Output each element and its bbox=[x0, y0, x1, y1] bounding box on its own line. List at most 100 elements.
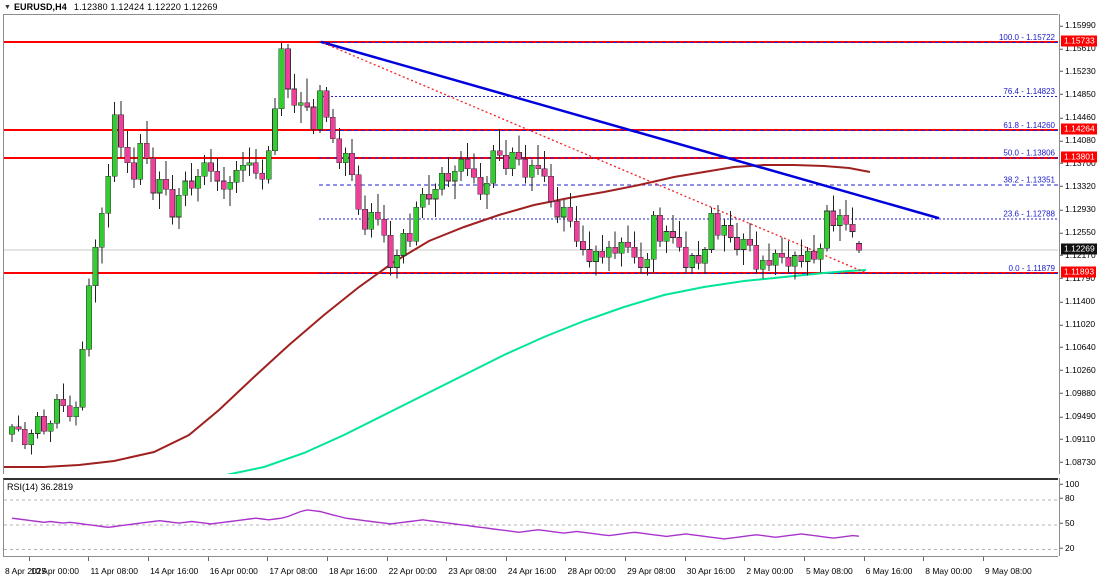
candle-body bbox=[175, 195, 182, 218]
candle-body bbox=[631, 246, 638, 258]
candle-body bbox=[689, 255, 696, 268]
time-axis-tick-label: 17 Apr 08:00 bbox=[269, 566, 318, 576]
time-axis-tick-mark bbox=[923, 557, 925, 561]
candle-body bbox=[92, 246, 99, 286]
price-chart-pane[interactable]: 100.0 - 1.15722 76.4 - 1.14823 61.8 - 1.14… bbox=[3, 14, 1058, 474]
candle-body bbox=[240, 165, 246, 171]
price-axis-tick: 1.15230 bbox=[1060, 67, 1096, 76]
fib-level-label-61-8: 61.8 - 1.14260 bbox=[1003, 121, 1055, 130]
candle-body bbox=[856, 243, 862, 251]
candle-body bbox=[496, 150, 503, 156]
price-axis-tick: 1.14080 bbox=[1060, 136, 1096, 145]
time-axis[interactable]: 8 Apr 2025 10 Apr 00:00 11 Apr 08:00 14 Apr… bbox=[3, 556, 1058, 583]
candle-body bbox=[804, 251, 811, 262]
candle-body bbox=[111, 114, 118, 177]
candle-body bbox=[528, 165, 535, 178]
candle-body bbox=[137, 142, 144, 180]
time-axis-tick-mark bbox=[326, 557, 328, 561]
descending-dotted-trendline bbox=[323, 42, 867, 274]
candle-body bbox=[702, 249, 708, 264]
candle-body bbox=[195, 175, 201, 189]
candle-body bbox=[355, 174, 362, 210]
candle-body bbox=[586, 249, 593, 262]
time-axis-tick-mark bbox=[386, 557, 388, 561]
candle-body bbox=[535, 165, 542, 170]
price-axis-tick: 1.13320 bbox=[1060, 182, 1096, 191]
symbol-header[interactable]: ▼ EURUSD,H4 1.12380 1.12424 1.12220 1.12… bbox=[0, 0, 1103, 14]
time-axis-tick-label: 22 Apr 00:00 bbox=[388, 566, 437, 576]
candle-body bbox=[41, 415, 47, 432]
candle-body bbox=[747, 238, 753, 246]
time-axis-tick-label: 8 May 00:00 bbox=[925, 566, 973, 576]
price-axis-tick: 1.10260 bbox=[1060, 366, 1096, 375]
time-axis-tick-label: 30 Apr 16:00 bbox=[686, 566, 735, 576]
time-axis-tick-mark bbox=[744, 557, 746, 561]
price-axis-tick: 1.12930 bbox=[1060, 205, 1096, 214]
candle-body bbox=[785, 257, 792, 267]
candle-body bbox=[573, 220, 580, 242]
time-axis-tick-label: 6 May 16:00 bbox=[865, 566, 913, 576]
candle-body bbox=[66, 405, 73, 417]
time-axis-tick-label: 8 Apr 2025 bbox=[5, 566, 47, 576]
price-axis-tick: 1.14850 bbox=[1060, 90, 1096, 99]
time-axis-tick-mark bbox=[625, 557, 627, 561]
candle-body bbox=[387, 234, 394, 268]
time-axis-tick-label: 9 May 08:00 bbox=[984, 566, 1032, 576]
candle-body bbox=[830, 210, 837, 226]
candle-body bbox=[374, 211, 381, 220]
price-chart-canvas: 100.0 - 1.15722 76.4 - 1.14823 61.8 - 1.14… bbox=[4, 33, 1058, 474]
candle-body bbox=[362, 208, 368, 230]
candle-body bbox=[413, 207, 420, 242]
candle-body bbox=[265, 150, 272, 180]
candle-body bbox=[381, 219, 388, 236]
candle-body bbox=[445, 172, 452, 182]
candle-body bbox=[817, 248, 824, 260]
rsi-axis-tick: 50 bbox=[1060, 519, 1074, 528]
price-level-badge: 1.14264 bbox=[1061, 123, 1097, 135]
price-level-badge: 1.11893 bbox=[1061, 266, 1097, 278]
candle-body bbox=[323, 90, 330, 118]
candle-body bbox=[490, 150, 497, 184]
price-axis-tick: 1.15610 bbox=[1060, 44, 1096, 53]
candle-body bbox=[695, 255, 702, 264]
candle-body bbox=[21, 429, 28, 446]
candle-body bbox=[727, 225, 734, 238]
candle-body bbox=[798, 255, 805, 262]
current-price-badge: 1.12269 bbox=[1061, 243, 1097, 255]
candle-body bbox=[73, 406, 80, 417]
time-axis-tick-label: 16 Apr 00:00 bbox=[209, 566, 258, 576]
candle-body bbox=[208, 162, 214, 172]
candle-body bbox=[15, 426, 22, 430]
candle-body bbox=[169, 189, 176, 218]
rsi-axis-tick: 80 bbox=[1060, 494, 1074, 503]
fib-level-label-100-0: 100.0 - 1.15722 bbox=[999, 33, 1056, 42]
rsi-pane[interactable] bbox=[3, 478, 1058, 556]
price-axis-tick: 1.15990 bbox=[1060, 21, 1096, 30]
candle-body bbox=[567, 207, 574, 222]
time-axis-tick-mark bbox=[982, 557, 984, 561]
time-axis-tick-label: 5 May 08:00 bbox=[806, 566, 853, 576]
rsi-indicator-label: RSI(14) 36.2819 bbox=[7, 482, 74, 492]
time-axis-tick-mark bbox=[446, 557, 448, 561]
candle-body bbox=[105, 175, 112, 214]
candle-body bbox=[368, 211, 375, 230]
price-axis-tick: 1.09880 bbox=[1060, 389, 1096, 398]
candle-body bbox=[464, 159, 471, 170]
candle-body bbox=[766, 260, 773, 266]
candle-body bbox=[477, 177, 484, 195]
candle-body bbox=[554, 201, 561, 218]
candle-body bbox=[522, 159, 529, 178]
candle-body bbox=[426, 193, 432, 200]
candle-body bbox=[811, 251, 817, 260]
rsi-axis-tick: 20 bbox=[1060, 543, 1074, 552]
candle-body bbox=[548, 175, 554, 202]
price-axis-tick: 1.11400 bbox=[1060, 297, 1095, 306]
chevron-down-icon[interactable]: ▼ bbox=[4, 3, 11, 11]
candle-body bbox=[86, 285, 92, 350]
candle-body bbox=[419, 193, 426, 208]
candle-body bbox=[79, 349, 86, 408]
candle-body bbox=[432, 189, 439, 200]
price-axis[interactable]: 1.15990 1.15610 1.15230 1.14850 1.14460 1.140… bbox=[1059, 14, 1103, 474]
candle-body bbox=[637, 257, 644, 268]
